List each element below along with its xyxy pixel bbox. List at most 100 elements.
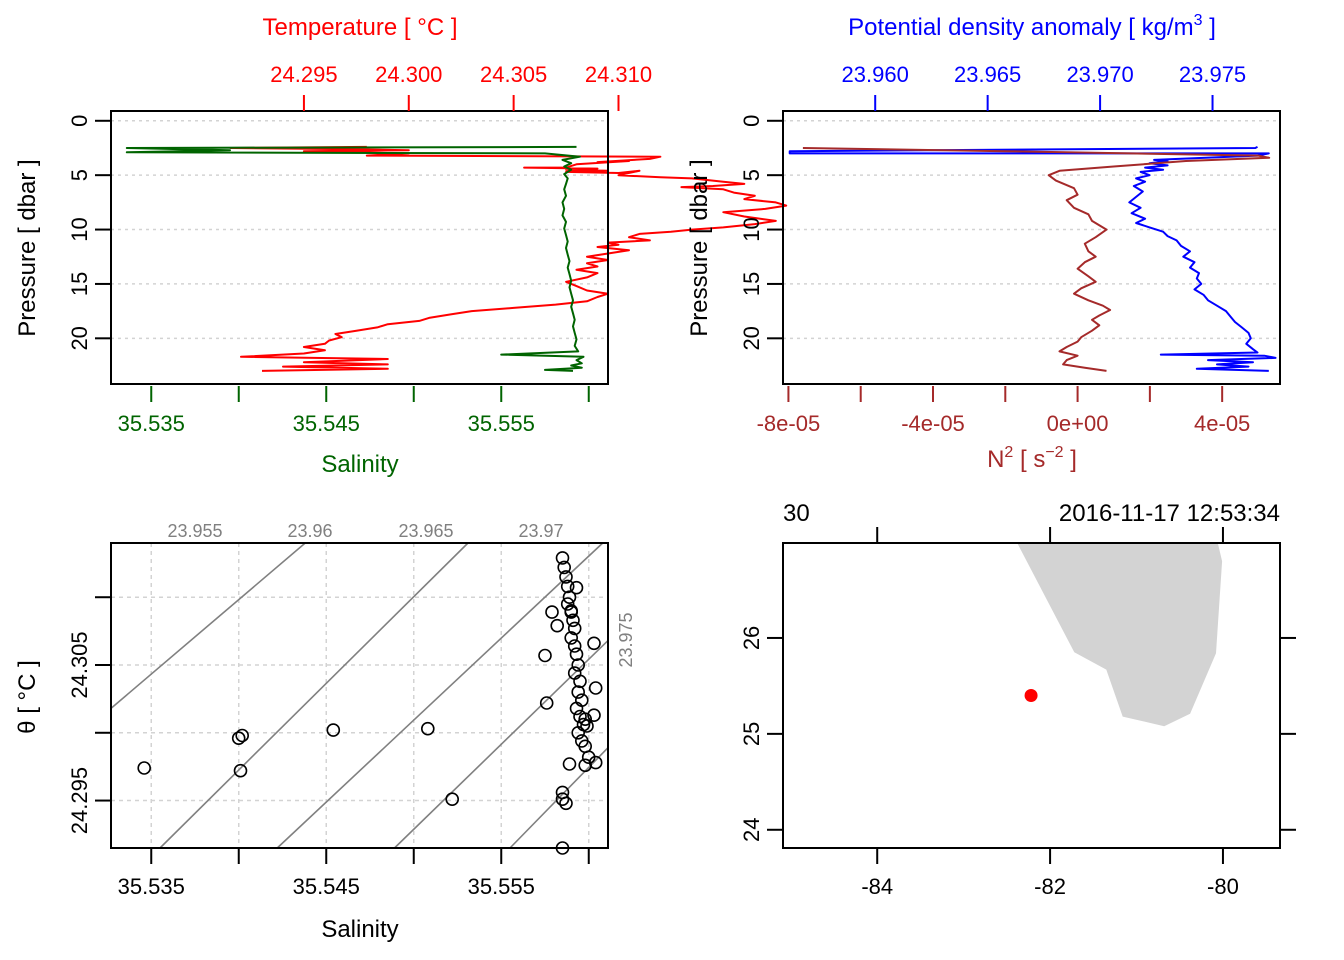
data-point bbox=[539, 696, 554, 710]
data-point bbox=[587, 636, 601, 651]
y-tick-label: 24.305 bbox=[67, 631, 92, 698]
y-tick-label: 5 bbox=[739, 169, 764, 181]
data-point bbox=[235, 728, 249, 743]
station-marker[interactable] bbox=[1024, 689, 1038, 702]
data-point bbox=[564, 631, 579, 645]
pressure-axis-title: Pressure [ dbar ] bbox=[686, 159, 713, 336]
y-tick-label: 24.295 bbox=[67, 767, 92, 834]
isopycnal-line bbox=[393, 640, 609, 849]
data-point bbox=[567, 639, 582, 653]
top-axis-tick-label: 24.300 bbox=[375, 62, 442, 87]
lon-tick-label: -82 bbox=[1034, 874, 1066, 899]
data-point bbox=[578, 712, 593, 727]
data-point bbox=[326, 723, 341, 737]
series-line-salinity bbox=[125, 145, 585, 372]
y-tick-label: 15 bbox=[67, 272, 92, 296]
data-point bbox=[580, 719, 594, 733]
land-polygon bbox=[1017, 543, 1223, 727]
data-point bbox=[560, 597, 575, 611]
y-tick-label: 20 bbox=[739, 326, 764, 350]
data-point bbox=[559, 570, 573, 584]
data-point bbox=[571, 685, 586, 699]
panel-station-map: -84 -82 -80 24 25 26 30 2016-11-17 12:53:34 bbox=[739, 500, 1296, 899]
panel-temperature-salinity: 0 5 10 15 20 24.295 24.300 24.305 24.310 35.535… bbox=[14, 14, 788, 478]
x-tick-label: 35.535 bbox=[118, 874, 185, 899]
top-axis-tick-label: 23.965 bbox=[954, 62, 1021, 87]
lat-tick-label: 26 bbox=[739, 626, 764, 650]
series-line-potential-density-anomaly bbox=[788, 146, 1277, 372]
y-tick-label: 0 bbox=[67, 115, 92, 127]
series-group bbox=[788, 146, 1277, 372]
isopycnal-line bbox=[110, 542, 306, 709]
lon-tick-label: -80 bbox=[1207, 874, 1239, 899]
temperature-axis-title: Temperature [ °C ] bbox=[263, 14, 458, 41]
grid bbox=[111, 543, 608, 848]
data-point bbox=[555, 551, 570, 565]
grid bbox=[783, 120, 1280, 340]
isopycnal-label: 23.97 bbox=[518, 521, 563, 541]
data-point bbox=[571, 725, 586, 740]
station-time-label: 2016-11-17 12:53:34 bbox=[1059, 500, 1280, 527]
top-axis-tick-label: 24.305 bbox=[480, 62, 547, 87]
pressure-axis-title: Pressure [ dbar ] bbox=[14, 159, 41, 336]
isopycnal-label: 23.975 bbox=[616, 612, 636, 667]
data-point bbox=[571, 658, 586, 672]
panel-density-n2: 0 5 10 15 20 23.960 23.965 23.970 23.975 -8e-05… bbox=[686, 12, 1281, 473]
lat-tick-label: 25 bbox=[739, 722, 764, 746]
scatter-points bbox=[137, 551, 603, 855]
bottom-axis-tick-label: 0e+00 bbox=[1047, 411, 1109, 436]
bottom-axis-tick-label: 35.545 bbox=[293, 411, 360, 436]
superscript-2: 2 bbox=[1004, 444, 1013, 461]
salinity-axis-title: Salinity bbox=[321, 451, 398, 478]
series-line-n2 bbox=[802, 147, 1271, 372]
bottom-axis-tick-label: -8e-05 bbox=[757, 411, 821, 436]
bottom-axis-tick-label: 35.555 bbox=[468, 411, 535, 436]
top-label-left: 30 bbox=[783, 500, 810, 527]
isopycnal-line bbox=[276, 542, 604, 849]
data-point bbox=[233, 763, 248, 778]
n2-axis-title: N2 [ s−2 ] bbox=[987, 444, 1077, 473]
y-tick-label: 15 bbox=[739, 272, 764, 296]
salinity-axis: 35.535 35.545 35.555 bbox=[118, 386, 590, 436]
density-axis-title: Potential density anomaly [ kg/m3 ] bbox=[848, 12, 1216, 41]
temperature-axis: 24.295 24.300 24.305 24.310 bbox=[270, 62, 652, 111]
top-axis-tick-label: 24.310 bbox=[585, 62, 652, 87]
isopycnal-label: 23.965 bbox=[398, 521, 453, 541]
data-point bbox=[557, 560, 572, 575]
data-point bbox=[564, 605, 579, 619]
data-point bbox=[567, 621, 582, 636]
y-tick-label: 10 bbox=[67, 217, 92, 241]
bottom-axis-tick-label: 4e-05 bbox=[1194, 411, 1250, 436]
data-point bbox=[420, 721, 435, 736]
top-axis-tick-label: 23.970 bbox=[1066, 62, 1133, 87]
data-point bbox=[562, 590, 577, 605]
y-tick-label: 0 bbox=[739, 115, 764, 127]
top-axis-tick-label: 24.295 bbox=[270, 62, 337, 87]
data-point bbox=[569, 647, 584, 662]
y-axis: 0 5 10 15 20 bbox=[739, 115, 783, 351]
top-axis-tick-label: 23.975 bbox=[1179, 62, 1246, 87]
y-axis-title: θ [ °C ] bbox=[14, 660, 41, 734]
superscript-minus-2: −2 bbox=[1045, 444, 1063, 461]
density-axis-title-close: ] bbox=[1203, 14, 1216, 41]
data-point bbox=[569, 701, 584, 716]
density-axis: 23.960 23.965 23.970 23.975 bbox=[842, 62, 1246, 111]
y-tick-label: 10 bbox=[739, 217, 764, 241]
data-point bbox=[445, 792, 460, 807]
y-axis: 0 5 10 15 20 bbox=[67, 115, 111, 351]
series-group bbox=[125, 145, 788, 372]
y-tick-label: 5 bbox=[67, 169, 92, 181]
data-point bbox=[559, 796, 573, 811]
map-frame bbox=[782, 542, 1281, 849]
data-point bbox=[538, 648, 552, 663]
series-line-temperature bbox=[229, 145, 788, 372]
isopycnal-line bbox=[159, 542, 469, 849]
axes: 35.535 35.545 35.555 24.295 24.305 bbox=[67, 596, 590, 899]
bottom-axis-tick-label: 35.535 bbox=[118, 411, 185, 436]
data-point bbox=[550, 618, 565, 633]
plot-frame bbox=[782, 110, 1281, 385]
data-point bbox=[566, 613, 580, 628]
x-axis-title: Salinity bbox=[321, 916, 398, 943]
n2-unit-open: [ s bbox=[1013, 446, 1045, 473]
density-axis-title-text: Potential density anomaly [ kg/m bbox=[848, 14, 1194, 41]
